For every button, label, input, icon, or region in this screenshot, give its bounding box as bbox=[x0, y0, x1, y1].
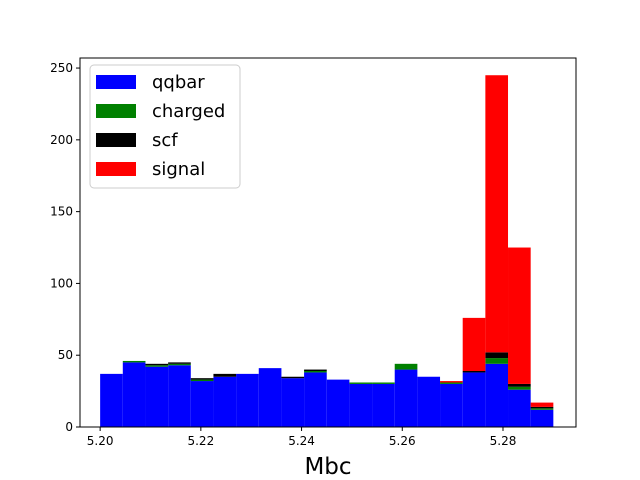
bar-scf-bin-18 bbox=[508, 383, 531, 387]
axes-frame bbox=[79, 57, 577, 428]
bar-qqbar-bin-1 bbox=[122, 362, 146, 427]
legend: qqbar charged scf signal bbox=[89, 64, 241, 189]
bar-qqbar-bin-19 bbox=[530, 409, 554, 427]
bar-signal-bin-15 bbox=[440, 381, 463, 383]
legend-box bbox=[89, 64, 241, 189]
x-tick-label: 5.28 bbox=[490, 434, 517, 448]
y-tick-label: 250 bbox=[50, 61, 73, 75]
bar-qqbar-bin-14 bbox=[417, 376, 441, 427]
legend-swatch-charged bbox=[96, 104, 136, 118]
bar-scf-bin-3 bbox=[168, 362, 191, 364]
legend-swatch-signal bbox=[96, 162, 136, 176]
bar-qqbar-bin-11 bbox=[349, 383, 373, 427]
y-tick-label: 0 bbox=[65, 420, 73, 434]
x-tick-label: 5.26 bbox=[389, 434, 416, 448]
bar-scf-bin-17 bbox=[485, 352, 509, 359]
y-tick-label: 200 bbox=[50, 133, 73, 147]
bar-charged-bin-3 bbox=[168, 363, 191, 366]
bar-qqbar-bin-2 bbox=[145, 366, 169, 427]
bar-qqbar-bin-3 bbox=[168, 365, 191, 427]
legend-swatch-qqbar bbox=[96, 75, 136, 89]
bar-scf-bin-16 bbox=[462, 371, 486, 373]
bar-scf-bin-9 bbox=[304, 369, 327, 372]
bar-qqbar-bin-10 bbox=[326, 379, 350, 427]
bar-qqbar-bin-17 bbox=[485, 363, 509, 427]
bar-qqbar-bin-12 bbox=[372, 383, 395, 427]
bar-signal-bin-19 bbox=[530, 402, 554, 407]
bar-qqbar-bin-16 bbox=[462, 372, 486, 427]
bar-charged-bin-2 bbox=[145, 365, 169, 367]
bar-qqbar-bin-5 bbox=[213, 376, 237, 427]
bar-charged-bin-19 bbox=[530, 408, 554, 410]
legend-label-charged: charged bbox=[152, 101, 225, 122]
bar-charged-bin-12 bbox=[372, 382, 395, 384]
bar-signal-bin-18 bbox=[508, 247, 531, 384]
bar-charged-bin-11 bbox=[349, 382, 373, 384]
bar-scf-bin-4 bbox=[190, 378, 214, 380]
bar-scf-bin-5 bbox=[213, 373, 237, 377]
bar-signal-bin-17 bbox=[485, 75, 509, 353]
bar-scf-bin-19 bbox=[530, 406, 554, 409]
bar-qqbar-bin-7 bbox=[258, 368, 282, 427]
bar-scf-bin-8 bbox=[281, 376, 305, 379]
bar-charged-bin-17 bbox=[485, 358, 509, 364]
legend-label-qqbar: qqbar bbox=[152, 72, 205, 93]
bar-qqbar-bin-15 bbox=[440, 383, 463, 427]
bar-qqbar-bin-8 bbox=[281, 378, 305, 427]
bar-qqbar-bin-13 bbox=[394, 369, 418, 427]
y-tick-label: 150 bbox=[50, 205, 73, 219]
bar-charged-bin-15 bbox=[440, 382, 463, 384]
histogram-bars bbox=[100, 75, 554, 427]
bar-charged-bin-13 bbox=[394, 363, 418, 370]
y-tick-label: 100 bbox=[50, 276, 73, 290]
x-axis-label: Mbc bbox=[304, 454, 351, 480]
x-tick-label: 5.20 bbox=[87, 434, 114, 448]
bar-charged-bin-1 bbox=[122, 360, 146, 363]
x-tick-label: 5.22 bbox=[187, 434, 214, 448]
legend-label-scf: scf bbox=[152, 130, 178, 151]
bar-qqbar-bin-18 bbox=[508, 389, 531, 427]
bar-signal-bin-16 bbox=[462, 317, 486, 372]
bar-qqbar-bin-9 bbox=[304, 372, 327, 427]
x-axis-ticks: 5.20 5.22 5.24 5.26 5.28 bbox=[87, 427, 517, 448]
legend-label-signal: signal bbox=[152, 159, 205, 180]
x-tick-label: 5.24 bbox=[288, 434, 315, 448]
bar-charged-bin-4 bbox=[190, 379, 214, 382]
y-axis-ticks: 0 50 100 150 200 250 bbox=[50, 61, 80, 434]
legend-swatch-scf bbox=[96, 133, 136, 147]
bar-qqbar-bin-0 bbox=[100, 373, 123, 427]
bar-scf-bin-2 bbox=[145, 363, 169, 366]
y-tick-label: 50 bbox=[58, 348, 73, 362]
bar-qqbar-bin-4 bbox=[190, 381, 214, 427]
bar-charged-bin-18 bbox=[508, 386, 531, 390]
bar-qqbar-bin-6 bbox=[236, 373, 259, 427]
bar-charged-bin-9 bbox=[304, 371, 327, 373]
